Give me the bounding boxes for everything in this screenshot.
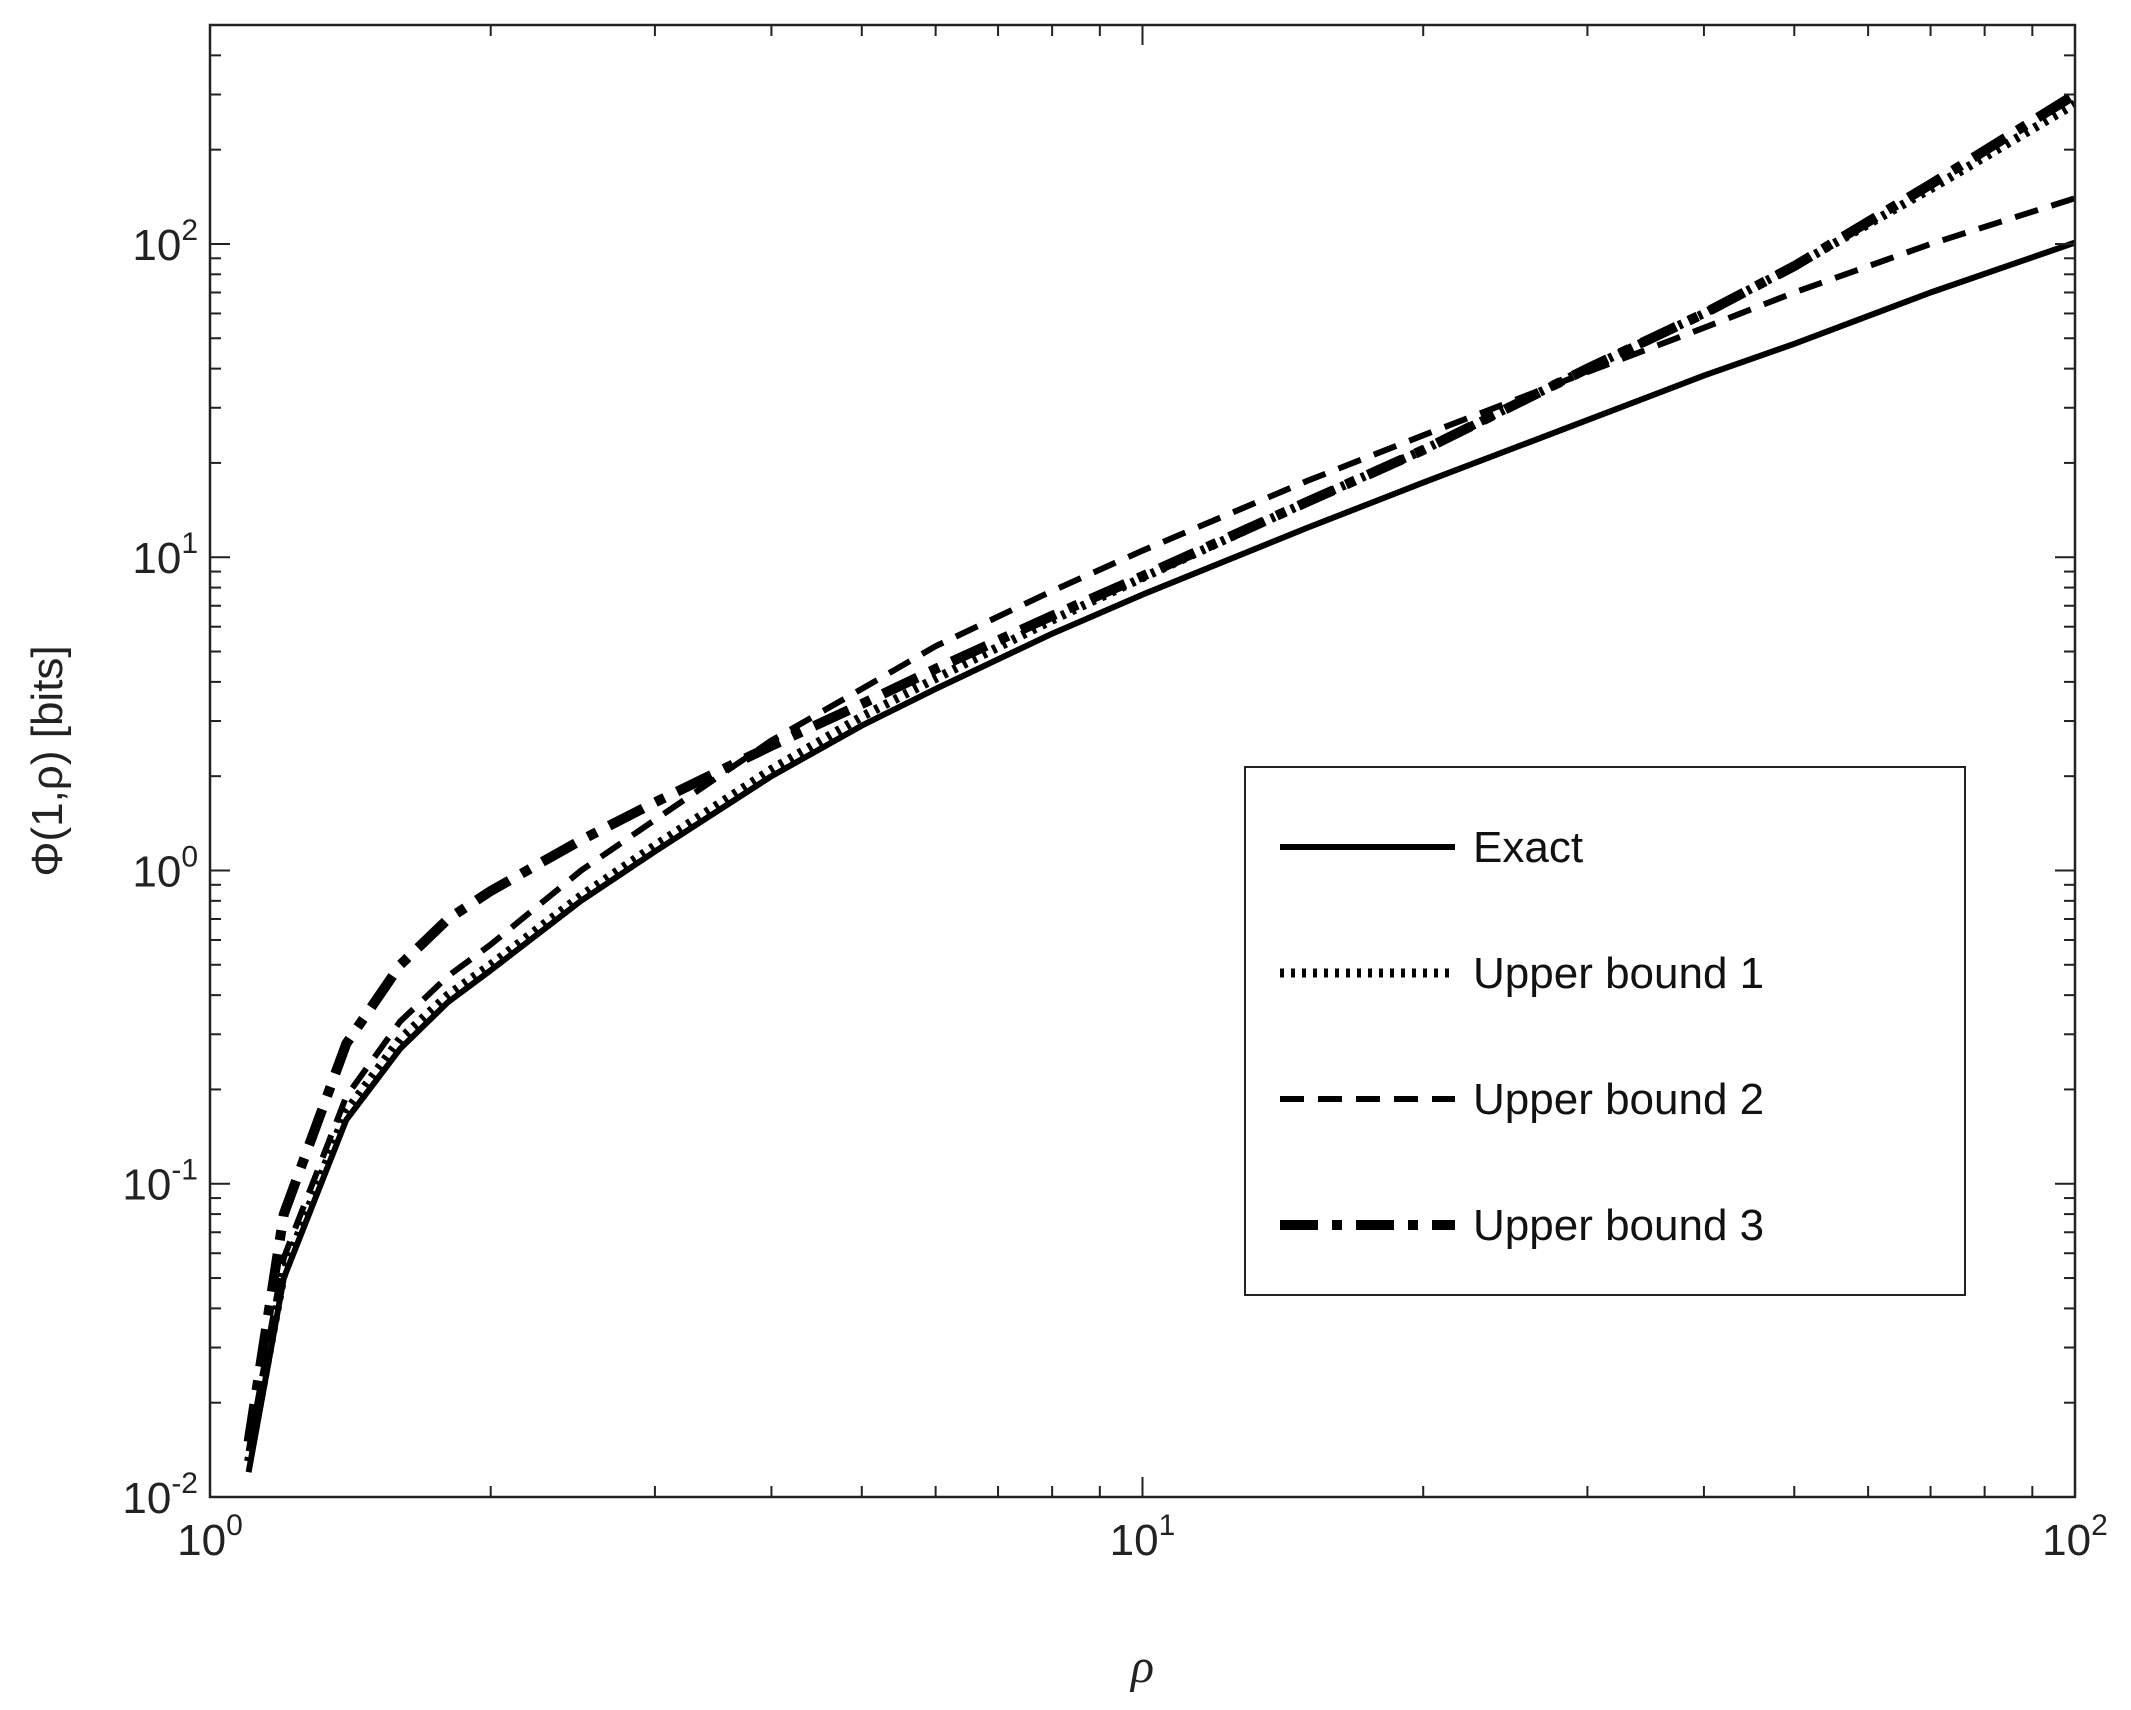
legend-box bbox=[1244, 766, 1966, 1296]
y-tick-label-3: 100 bbox=[132, 840, 198, 896]
x-tick-label-1: 100 bbox=[177, 1509, 243, 1565]
y-tick-label-1-base: 10 bbox=[122, 1474, 171, 1523]
y-tick-label-5-base: 10 bbox=[132, 221, 181, 270]
legend-label-2: Upper bound 1 bbox=[1473, 949, 1764, 998]
x-tick-label-1-base: 10 bbox=[177, 1516, 226, 1565]
series-line-3 bbox=[245, 195, 2075, 1452]
series-layer bbox=[243, 90, 2075, 1473]
y-tick-label-2-base: 10 bbox=[122, 1161, 171, 1210]
y-tick-label-4-base: 10 bbox=[132, 534, 181, 583]
x-tick-label-1-exp: 0 bbox=[226, 1509, 243, 1542]
y-tick-label-2-exp: -1 bbox=[171, 1154, 198, 1187]
legend: Exact Upper bound 1 Upper bound 2 Upper bou… bbox=[1244, 766, 1966, 1296]
y-tick-label-3-exp: 0 bbox=[181, 840, 198, 873]
x-tick-label-2-exp: 1 bbox=[1159, 1509, 1176, 1542]
x-tick-label-3: 102 bbox=[2042, 1509, 2108, 1565]
y-tick-label-4: 101 bbox=[132, 527, 198, 583]
y-axis-label: Φ(1,ρ) [bits] bbox=[23, 645, 72, 876]
x-tick-label-3-base: 10 bbox=[2042, 1516, 2091, 1565]
x-tick-label-2: 101 bbox=[1110, 1509, 1176, 1565]
series-line-4 bbox=[243, 90, 2075, 1443]
legend-label-4: Upper bound 3 bbox=[1473, 1201, 1764, 1250]
labels-layer: ρ Φ(1,ρ) [bits] bbox=[23, 645, 1154, 1693]
y-tick-label-1: 10-2 bbox=[122, 1467, 198, 1523]
series-line-1 bbox=[245, 239, 2075, 1473]
y-tick-label-3-base: 10 bbox=[132, 847, 181, 896]
y-tick-label-5-exp: 2 bbox=[181, 214, 198, 247]
y-tick-label-2: 10-1 bbox=[122, 1154, 198, 1210]
y-tick-label-4-exp: 1 bbox=[181, 527, 198, 560]
legend-label-3: Upper bound 2 bbox=[1473, 1075, 1764, 1124]
y-tick-label-5: 102 bbox=[132, 214, 198, 270]
x-tick-label-3-exp: 2 bbox=[2091, 1509, 2108, 1542]
legend-label-1: Exact bbox=[1473, 823, 1583, 872]
x-tick-label-2-base: 10 bbox=[1110, 1516, 1159, 1565]
y-tick-label-1-exp: -2 bbox=[171, 1467, 198, 1500]
x-axis-label: ρ bbox=[1129, 1640, 1154, 1693]
